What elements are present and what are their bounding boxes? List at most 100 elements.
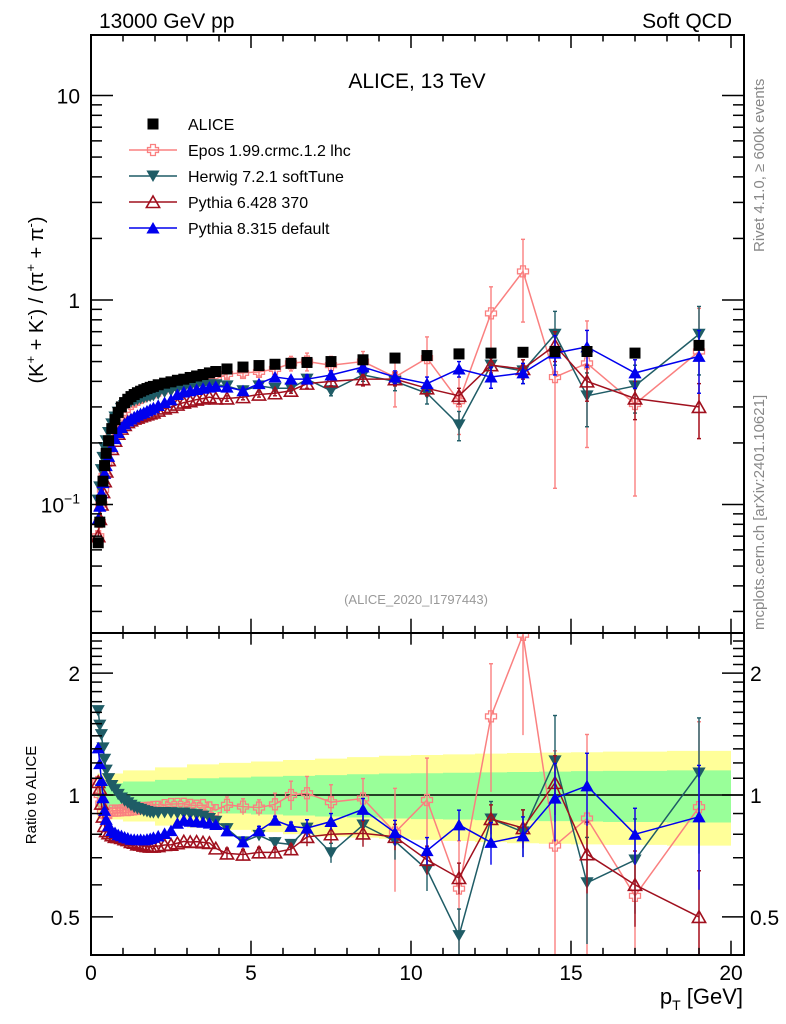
pythia-8-315-default-point (324, 368, 338, 381)
legend-marker-herwig-7-2-1-softtune (146, 170, 160, 183)
legend-item-epos-1-99-crmc-1-2-lhc: Epos 1.99.crmc.1.2 lhc (129, 143, 351, 160)
pythia-6-428-370-ratio-point (355, 825, 371, 840)
y-label-part: (K (26, 363, 48, 384)
epos-1-99-crmc-1-2-lhc-ratio-point (516, 633, 530, 641)
x-tick-label: 5 (245, 962, 257, 985)
epos-1-99-crmc-1-2-lhc-ratio-point (209, 804, 222, 817)
epos-1-99-crmc-1-2-lhc-ratio-point (628, 889, 642, 902)
pythia-6-428-370-point (451, 388, 467, 403)
y-label-part: ) (26, 216, 48, 223)
herwig-7-2-1-softtune-ratio-point (94, 729, 108, 741)
pythia-8-315-default-ratio-point (209, 818, 223, 830)
y-label-sup: + (23, 264, 38, 272)
pythia-8-315-default-ratio-point (356, 803, 370, 815)
pythia-8-315-default-point (220, 381, 234, 393)
pythia-6-428-370-ratio-point (691, 909, 707, 924)
pythia-6-428-370-point (219, 390, 235, 405)
pythia-6-428-370-ratio-point (627, 877, 643, 892)
y-label-part: + K (26, 319, 48, 356)
epos-1-99-crmc-1-2-lhc-ratio-point (324, 796, 338, 809)
alice-data-point (581, 345, 593, 357)
alice-data-point (94, 516, 106, 528)
herwig-7-2-1-softtune-ratio-point (91, 705, 105, 717)
pythia-8-315-default-point (93, 500, 107, 512)
x-axis-label: pT [GeV] (660, 984, 743, 1013)
epos-1-99-crmc-1-2-lhc-ratio-point (452, 882, 466, 895)
x-tick-label: 0 (85, 962, 97, 985)
pythia-6-428-370-ratio-point (451, 870, 467, 885)
epos-1-99-crmc-1-2-lhc-point (548, 370, 562, 384)
pythia-8-315-default-ratio-point (388, 826, 402, 839)
legend-label-pythia-8-315-default: Pythia 8.315 default (188, 221, 330, 238)
pythia-6-428-370-point (207, 390, 224, 405)
epos-1-99-crmc-1-2-lhc-point (516, 265, 530, 278)
alice-data-point (106, 423, 118, 435)
alice-data-point (92, 537, 104, 549)
x-tick-labels: 0 5 10 15 20 (85, 962, 743, 985)
ratio-y-tick-label-left: 0.5 (51, 907, 80, 930)
legend-item-herwig-7-2-1-softtune: Herwig 7.2.1 softTune (129, 169, 344, 186)
pythia-8-315-default-ratio-point (164, 824, 178, 837)
epos-1-99-crmc-1-2-lhc-ratio-point (284, 788, 298, 802)
pythia-8-315-default-point (420, 377, 434, 390)
legend-marker-epos-1-99-crmc-1-2-lhc (146, 143, 160, 157)
pythia-6-428-370-ratio-point (169, 835, 186, 850)
pythia-8-315-default-ratio-point (692, 810, 706, 823)
analysis-id-label: (ALICE_2020_I1797443) (344, 592, 488, 607)
alice-data-point (99, 460, 111, 472)
herwig-7-2-1-softtune-ratio-point (324, 847, 338, 859)
ratio-y-tick-label-right: 0.5 (750, 907, 779, 930)
herwig-7-2-1-softtune-ratio-point (98, 753, 112, 766)
pythia-8-315-default-ratio-point (548, 792, 562, 804)
alice-data-point (109, 414, 121, 426)
alice-data-point (184, 371, 196, 383)
pythia-8-315-default-point (300, 373, 314, 385)
pythia-8-315-default-point (452, 362, 466, 375)
herwig-7-2-1-softtune-point (324, 385, 338, 397)
alice-data-point (517, 346, 529, 358)
pythia-6-428-370-point (323, 373, 339, 388)
pythia-8-315-default-point (356, 361, 370, 373)
legend-marker-pythia-8-315-default (146, 221, 160, 234)
epos-1-99-crmc-1-2-lhc-ratio-point (420, 793, 434, 807)
pythia-8-315-default-ratio-point (580, 779, 594, 792)
pythia-8-315-default-ratio-point (268, 814, 282, 826)
alice-data-point (159, 377, 171, 389)
pythia-8-315-default-ratio-point (452, 818, 466, 831)
pythia-8-315-default-ratio-point (96, 791, 110, 804)
pythia-8-315-default-point (692, 350, 706, 362)
pythia-6-428-370-point (579, 373, 595, 388)
alice-data-point (357, 354, 369, 366)
legend-item-pythia-8-315-default: Pythia 8.315 default (129, 221, 330, 238)
pythia-6-428-370-point (283, 383, 299, 398)
pythia-6-428-370-point (267, 385, 283, 400)
alice-data-point (178, 373, 190, 385)
alice-data-point (285, 357, 297, 369)
header-left-label: 13000 GeV pp (99, 10, 234, 33)
pythia-8-315-default-ratio-point (516, 829, 530, 842)
pythia-6-428-370-ratio-point (251, 844, 267, 859)
epos-1-99-crmc-1-2-lhc-ratio-point (300, 787, 314, 800)
ratio-panel: 0.5 0.5 1 1 2 2 Ratio to ALICE 0 5 10 15 20 pT [G… (23, 632, 779, 1013)
alice-data-point (693, 339, 705, 351)
epos-1-99-crmc-1-2-lhc-point (484, 307, 498, 320)
epos-1-99-crmc-1-2-lhc-ratio-point (252, 801, 266, 814)
alice-data-point (197, 369, 209, 381)
alice-data-point (325, 356, 337, 368)
epos-1-99-crmc-1-2-lhc-ratio-point (484, 710, 498, 723)
tick-exponent: −1 (64, 491, 80, 507)
ratio-y-tick-label-right: 1 (750, 785, 762, 808)
pythia-8-315-default-point (284, 373, 298, 385)
epos-1-99-crmc-1-2-lhc-ratio-point (580, 812, 594, 825)
pythia-6-428-370-ratio-point (283, 841, 299, 856)
alice-data-point (629, 347, 641, 359)
y-label-sup: - (23, 315, 38, 319)
main-y-tick-label: 10−1 (41, 491, 81, 518)
main-title: ALICE, 13 TeV (348, 70, 485, 93)
main-plot-marks (91, 238, 707, 549)
ratio-y-tick-label-left: 2 (68, 663, 80, 686)
pythia-6-428-370-point (691, 399, 707, 414)
epos-1-99-crmc-1-2-lhc-point (580, 357, 594, 370)
ratio-frame (90, 632, 745, 956)
